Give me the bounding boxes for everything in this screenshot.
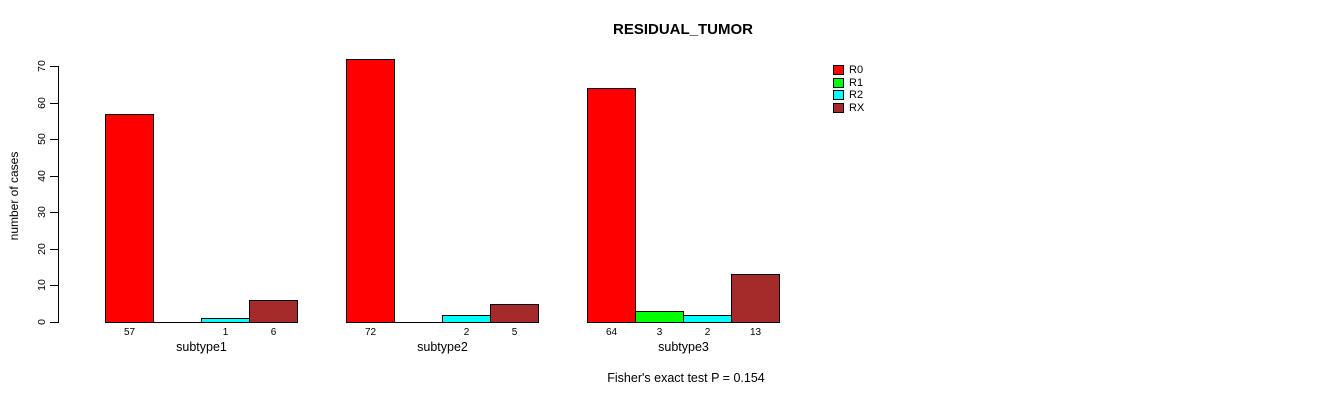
bar-value-label: 2 (463, 327, 470, 338)
y-axis-line (58, 66, 59, 323)
y-tick-label: 70 (36, 60, 48, 72)
bar-subtype1-R0 (105, 114, 154, 323)
bar-value-label: 3 (656, 327, 663, 338)
y-tick (50, 103, 58, 104)
bar-subtype3-R1 (635, 311, 684, 323)
legend-swatch-R2 (833, 90, 844, 100)
bar-value-label: 5 (511, 327, 518, 338)
legend-item-R1: R1 (833, 77, 864, 89)
bar-value-label: 6 (270, 327, 277, 338)
y-tick-label: 40 (36, 170, 48, 182)
bar-subtype3-RX (731, 274, 780, 323)
y-tick-label: 20 (36, 243, 48, 255)
y-tick-label: 0 (36, 319, 48, 325)
y-tick-label: 30 (36, 206, 48, 218)
bar-subtype2-R2 (442, 315, 491, 323)
y-tick (50, 249, 58, 250)
bar-value-label: 1 (222, 327, 229, 338)
y-tick (50, 66, 58, 67)
legend-swatch-RX (833, 103, 844, 113)
bar-value-label: 57 (123, 327, 136, 338)
bar-subtype1-R2 (201, 318, 250, 323)
y-tick-label: 10 (36, 279, 48, 291)
legend-swatch-R0 (833, 65, 844, 75)
group-label-subtype1: subtype1 (176, 340, 227, 354)
y-tick-label: 60 (36, 97, 48, 109)
legend-label-R1: R1 (849, 77, 864, 89)
bar-subtype1-RX (249, 300, 298, 323)
bar-subtype2-R0 (346, 59, 395, 323)
bar-subtype3-R0 (587, 88, 636, 323)
bar-subtype1-R1-zero (153, 322, 202, 323)
bar-value-label: 64 (605, 327, 618, 338)
bar-value-label: 2 (704, 327, 711, 338)
bar-value-label: 72 (364, 327, 377, 338)
legend-item-RX: RX (833, 102, 865, 114)
chart-title: RESIDUAL_TUMOR (612, 21, 754, 38)
y-tick (50, 322, 58, 323)
bar-value-label: 13 (749, 327, 762, 338)
y-tick (50, 176, 58, 177)
bar-subtype2-R1-zero (394, 322, 443, 323)
y-tick-label: 50 (36, 133, 48, 145)
bar-subtype2-RX (490, 304, 539, 323)
legend-swatch-R1 (833, 78, 844, 88)
group-label-subtype3: subtype3 (658, 340, 709, 354)
y-tick (50, 285, 58, 286)
group-label-subtype2: subtype2 (417, 340, 468, 354)
legend-label-RX: RX (849, 102, 865, 114)
legend-label-R0: R0 (849, 64, 864, 76)
y-tick (50, 139, 58, 140)
fisher-test-pvalue: Fisher's exact test P = 0.154 (607, 371, 765, 385)
y-tick (50, 212, 58, 213)
legend-item-R0: R0 (833, 64, 864, 76)
legend-item-R2: R2 (833, 89, 864, 101)
legend-label-R2: R2 (849, 89, 864, 101)
bar-subtype3-R2 (683, 315, 732, 323)
